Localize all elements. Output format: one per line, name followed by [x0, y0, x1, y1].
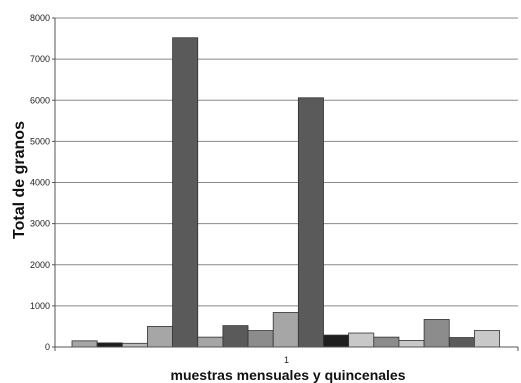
- y-tick-label: 3000: [30, 219, 50, 229]
- bar: [297, 97, 324, 348]
- bar: [147, 326, 173, 348]
- bar: [348, 332, 375, 348]
- axes: [52, 17, 519, 351]
- bar: [423, 319, 450, 348]
- bar: [272, 312, 299, 348]
- x-tick-label: 1: [284, 355, 289, 365]
- y-tick-label: 2000: [30, 260, 50, 270]
- bar: [323, 334, 350, 348]
- y-tick-label: 1000: [30, 301, 50, 311]
- y-tick-label: 6000: [30, 95, 50, 105]
- bar: [96, 342, 123, 348]
- y-axis-title: Total de granos: [11, 121, 28, 239]
- y-tick-label: 0: [45, 342, 50, 352]
- bar: [448, 337, 475, 348]
- tick-labels: 0 1000 2000 3000 4000 5000 6000 7000 8000 1: [30, 13, 289, 365]
- bars: [71, 37, 500, 348]
- y-tick-label: 4000: [30, 178, 50, 188]
- bar: [222, 325, 249, 348]
- bar: [71, 340, 98, 348]
- bar: [473, 330, 500, 348]
- y-tick-label: 8000: [30, 13, 50, 23]
- gridlines: [55, 17, 518, 307]
- bar: [197, 336, 224, 348]
- bar: [247, 330, 274, 348]
- y-tick-label: 7000: [30, 54, 50, 64]
- bar: [121, 342, 148, 348]
- bar: [172, 37, 199, 348]
- bar: [373, 336, 400, 348]
- y-tick-label: 5000: [30, 136, 50, 146]
- x-axis-title: muestras mensuales y quincenales: [171, 367, 406, 383]
- bar: [398, 340, 425, 348]
